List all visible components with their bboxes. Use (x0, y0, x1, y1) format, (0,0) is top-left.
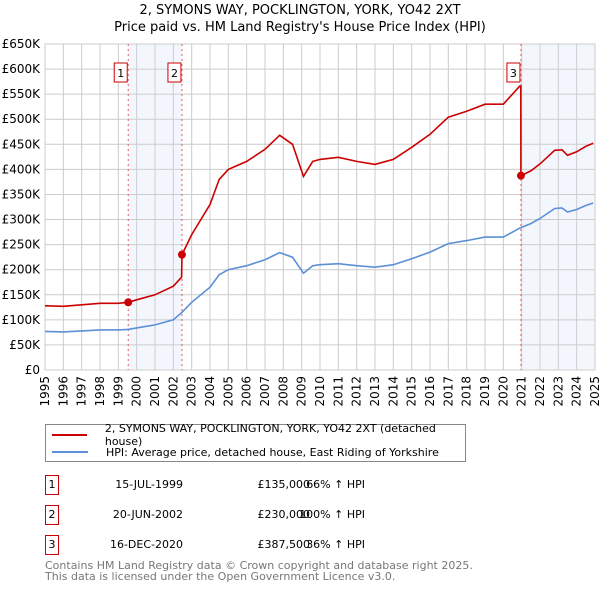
y-tick-label: £250K (2, 238, 42, 252)
y-tick-label: £150K (2, 288, 42, 302)
sale-price: £230,000 (257, 508, 311, 521)
sale-label-box (506, 62, 521, 83)
x-tick-label: 2016 (423, 376, 437, 407)
legend-swatch-blue (52, 451, 88, 453)
sale-point (516, 171, 525, 180)
sale-hpi: 100% ↑ HPI (299, 508, 365, 521)
sale-label-box (167, 62, 182, 83)
x-tick-label: 1995 (38, 376, 52, 407)
x-tick-label: 1999 (111, 376, 125, 407)
sale-number: 3 (45, 535, 59, 555)
sale-point (124, 298, 133, 307)
y-tick-label: £450K (2, 137, 42, 151)
sale-point (177, 250, 186, 259)
x-tick-label: 2019 (478, 376, 492, 407)
x-tick-label: 2001 (148, 376, 162, 407)
y-tick-label: £600K (2, 62, 42, 76)
y-tick-label: £350K (2, 187, 42, 201)
x-tick-label: 2014 (386, 376, 400, 407)
table-row: 2 20-JUN-2002 £230,000 100% ↑ HPI (45, 505, 465, 525)
chart-title: 2, SYMONS WAY, POCKLINGTON, YORK, YO42 2… (0, 2, 600, 36)
legend-swatch-red (52, 434, 87, 436)
x-tick-label: 2015 (405, 376, 419, 407)
y-tick-label: £50K (9, 338, 41, 352)
x-tick-label: 2002 (166, 376, 180, 407)
sale-label: 1 (117, 67, 124, 80)
y-tick-label: £100K (2, 313, 42, 327)
y-tick-label: £400K (2, 162, 42, 176)
x-tick-label: 2022 (533, 376, 547, 407)
hpi-line (44, 202, 594, 333)
y-tick-label: £200K (2, 263, 42, 277)
sale-hpi: 36% ↑ HPI (306, 538, 365, 551)
legend-item-hpi: HPI: Average price, detached house, East… (52, 444, 439, 460)
footer-line-2: This data is licensed under the Open Gov… (45, 570, 396, 583)
sale-date: 15-JUL-1999 (115, 478, 183, 491)
x-tick-label: 1998 (93, 376, 107, 407)
y-tick-label: £0 (25, 363, 40, 377)
title-line-1: 2, SYMONS WAY, POCKLINGTON, YORK, YO42 2… (139, 3, 461, 18)
table-row: 3 16-DEC-2020 £387,500 36% ↑ HPI (45, 535, 465, 555)
legend-label: HPI: Average price, detached house, East… (106, 445, 439, 459)
x-tick-label: 2004 (203, 376, 217, 407)
y-tick-label: £300K (2, 213, 42, 227)
x-tick-label: 1997 (75, 376, 89, 407)
x-tick-label: 2010 (313, 376, 327, 407)
sale-hpi: 66% ↑ HPI (306, 478, 365, 491)
x-tick-label: 2021 (515, 376, 529, 407)
plot-border (44, 43, 596, 371)
table-row: 1 15-JUL-1999 £135,000 66% ↑ HPI (45, 475, 465, 495)
sale-price: £387,500 (257, 538, 311, 551)
sale-date: 20-JUN-2002 (112, 508, 183, 521)
x-tick-label: 2013 (368, 376, 382, 407)
y-tick-label: £550K (2, 87, 42, 101)
sale-number: 2 (45, 505, 59, 525)
footer: Contains HM Land Registry data © Crown c… (45, 560, 473, 582)
legend: 2, SYMONS WAY, POCKLINGTON, YORK, YO42 2… (45, 422, 466, 462)
x-tick-label: 2011 (331, 376, 345, 407)
x-tick-label: 2018 (460, 376, 474, 407)
x-tick-label: 2009 (295, 376, 309, 407)
x-tick-label: 2006 (240, 376, 254, 407)
x-tick-label: 2008 (276, 376, 290, 407)
x-tick-label: 2025 (588, 376, 600, 407)
title-line-2: Price paid vs. HM Land Registry's House … (114, 20, 486, 35)
x-tick-label: 2012 (350, 376, 364, 407)
legend-label: 2, SYMONS WAY, POCKLINGTON, YORK, YO42 2… (104, 422, 436, 448)
x-tick-label: 1996 (56, 376, 70, 407)
sale-date: 16-DEC-2020 (109, 538, 183, 551)
sale-number: 1 (45, 475, 59, 495)
x-tick-label: 2024 (570, 376, 584, 407)
sale-label: 3 (510, 67, 517, 80)
price-chart: £0 £50K £100K £150K £200K £250K £300K £350K £400… (2, 37, 600, 407)
x-tick-label: 2007 (258, 376, 272, 407)
footer-line-1: Contains HM Land Registry data © Crown c… (45, 559, 473, 572)
x-tick-label: 2000 (130, 376, 144, 407)
sale-label-box (113, 62, 128, 83)
y-tick-label: £500K (2, 112, 42, 126)
x-tick-label: 2023 (551, 376, 565, 407)
y-tick-label: £650K (2, 37, 42, 51)
x-tick-label: 2020 (496, 376, 510, 407)
legend-item-property: 2, SYMONS WAY, POCKLINGTON, YORK, YO42 2… (52, 422, 465, 448)
price-paid-line (44, 85, 594, 308)
sale-label: 2 (171, 67, 178, 80)
sale-price: £135,000 (257, 478, 311, 491)
x-tick-label: 2017 (441, 376, 455, 407)
x-tick-label: 2005 (221, 376, 235, 407)
x-tick-label: 2003 (185, 376, 199, 407)
